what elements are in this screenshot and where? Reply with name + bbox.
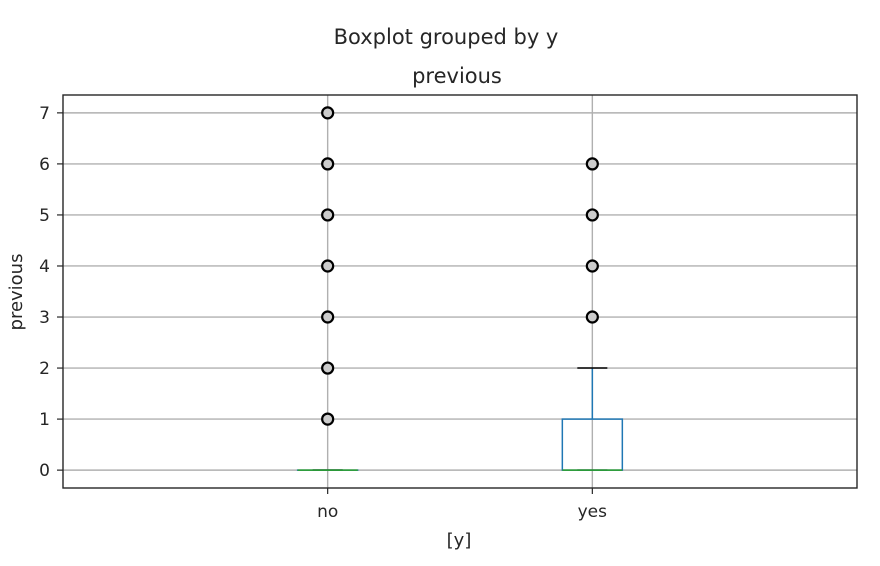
flier-point xyxy=(585,157,599,171)
y-tick-label: 5 xyxy=(39,206,50,226)
chart-title: Boxplot grouped by y xyxy=(334,25,559,49)
y-tick-label: 0 xyxy=(39,461,50,481)
x-tick-label: no xyxy=(317,502,338,522)
flier-point xyxy=(321,310,335,324)
flier-point xyxy=(321,106,335,120)
flier-point xyxy=(321,259,335,273)
plot-area: 0 1 2 3 4 5 6 7 no yes xyxy=(39,94,858,522)
flier-point xyxy=(585,208,599,222)
flier-point xyxy=(321,361,335,375)
flier-point xyxy=(321,157,335,171)
y-axis-label: previous xyxy=(6,254,27,331)
x-axis-label: [y] xyxy=(447,530,472,551)
x-tick-label: yes xyxy=(578,502,608,522)
y-tick-label: 3 xyxy=(39,308,50,328)
y-tick-label: 4 xyxy=(39,257,50,277)
flier-point xyxy=(585,259,599,273)
y-tick-label: 2 xyxy=(39,359,50,379)
chart-subtitle: previous xyxy=(412,64,502,88)
y-tick-label: 1 xyxy=(39,410,50,430)
flier-point xyxy=(321,412,335,426)
flier-point xyxy=(585,310,599,324)
y-tick-label: 7 xyxy=(39,104,50,124)
y-tick-label: 6 xyxy=(39,155,50,175)
flier-point xyxy=(321,208,335,222)
axes-frame xyxy=(62,94,858,489)
